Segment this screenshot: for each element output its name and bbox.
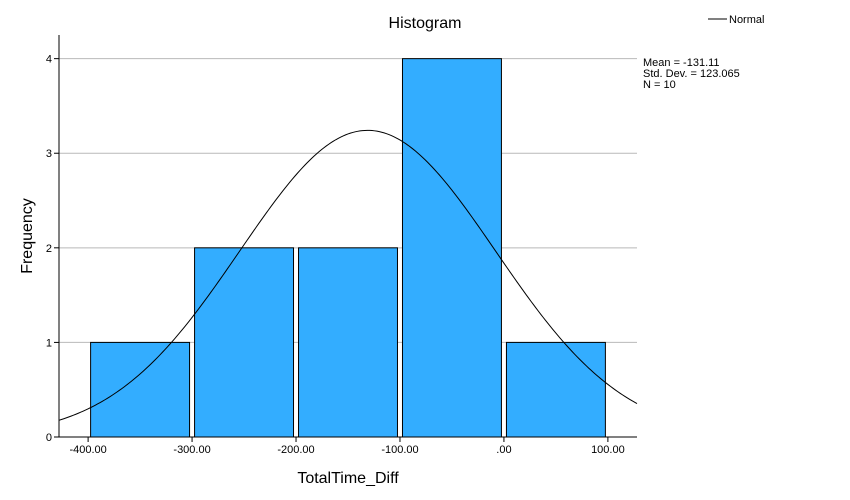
y-axis-label: Frequency xyxy=(19,198,36,274)
y-tick-label-0: 0 xyxy=(46,432,52,444)
histogram-bar-2 xyxy=(298,247,398,438)
x-tick-label-4: .00 xyxy=(496,444,511,456)
legend-normal-label: Normal xyxy=(729,14,764,26)
y-tick-label-2: 2 xyxy=(46,243,52,255)
x-tick-label-1: -300.00 xyxy=(173,444,210,456)
y-tick-label-3: 3 xyxy=(46,148,52,160)
x-tick-label-3: -100.00 xyxy=(381,444,418,456)
normal-curve xyxy=(58,129,638,421)
y-tick-label-4: 4 xyxy=(46,54,52,66)
ticks-layer: 0 1 2 3 4 -400.00 -300.00 -200.00 -100.00 .00 100.… xyxy=(46,54,625,456)
histogram-bar-1 xyxy=(194,247,295,438)
curve-layer xyxy=(58,129,638,421)
axes-layer xyxy=(58,35,637,438)
chart-title: Histogram xyxy=(389,15,462,32)
legend: Normal xyxy=(708,14,764,26)
stat-mean: Mean = -131.11 xyxy=(643,57,720,69)
stats-box: Mean = -131.11 Std. Dev. = 123.065 N = 1… xyxy=(643,57,740,91)
histogram-bar-3 xyxy=(401,58,502,438)
bars-layer xyxy=(90,58,606,438)
x-tick-label-0: -400.00 xyxy=(69,444,106,456)
x-tick-label-2: -200.00 xyxy=(277,444,314,456)
x-tick-label-5: 100.00 xyxy=(591,444,625,456)
y-tick-label-1: 1 xyxy=(46,337,52,349)
histogram-bar-0 xyxy=(90,341,191,438)
stat-std-dev: Std. Dev. = 123.065 xyxy=(643,68,740,80)
x-axis-label: TotalTime_Diff xyxy=(297,470,399,487)
stat-n: N = 10 xyxy=(643,79,676,91)
histogram-bar-4 xyxy=(505,341,606,438)
